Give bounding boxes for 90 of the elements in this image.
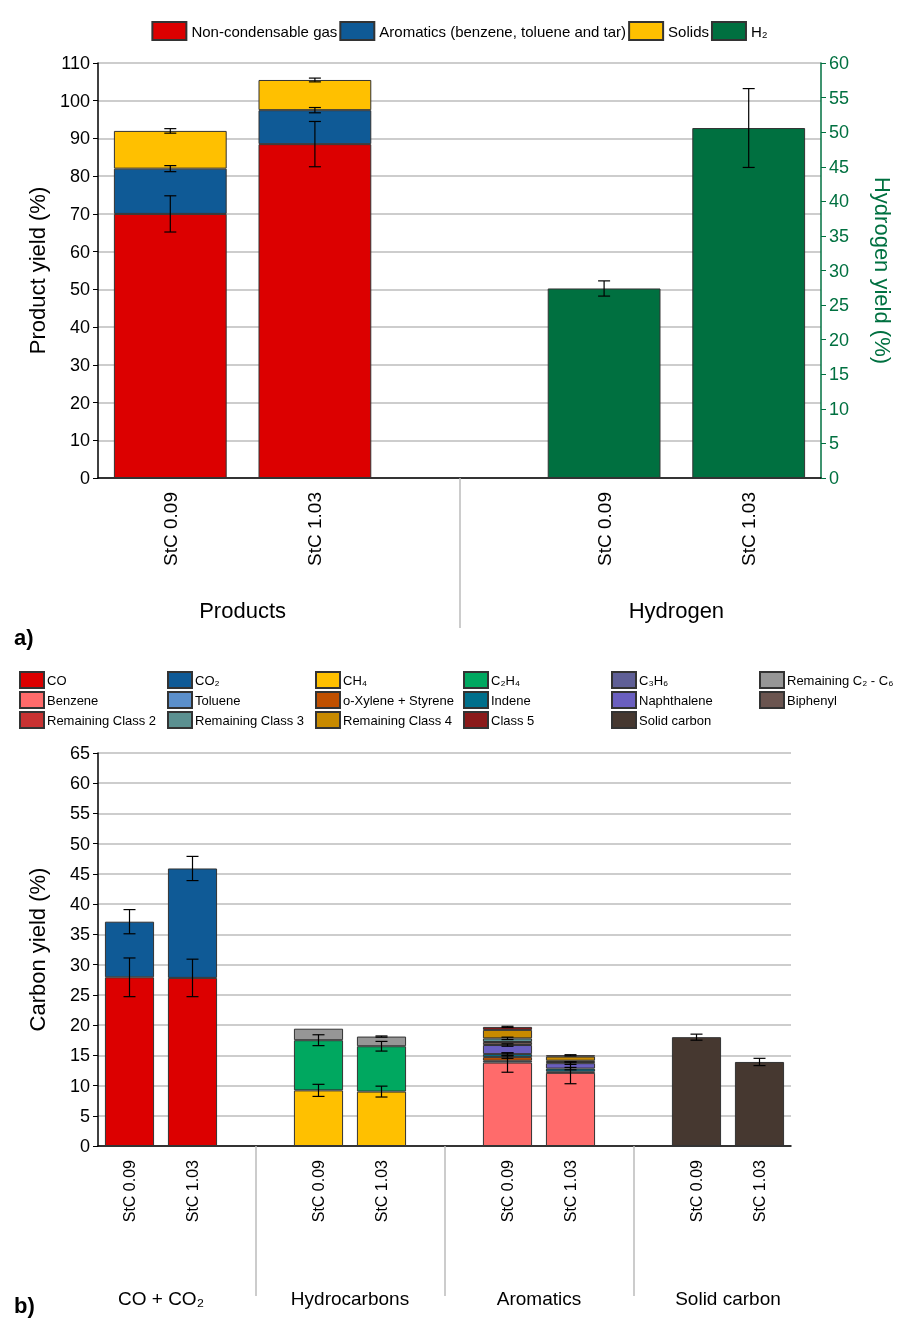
legend-label: Remaining Class 4 — [343, 712, 453, 728]
bar — [671, 1037, 722, 1146]
x-tick-label: StC 1.03 — [738, 492, 760, 566]
y2-tick-label: 35 — [829, 225, 850, 246]
y2-axis-title: Hydrogen yield (%) — [869, 176, 895, 365]
y-axis-title: Product yield (%) — [24, 186, 50, 355]
y-axis-title: Carbon yield (%) — [24, 867, 50, 1032]
y2-tick-label: 55 — [829, 87, 850, 108]
legend-label: Remaining Class 2 — [47, 712, 157, 728]
y-tick-label: 50 — [69, 833, 90, 854]
x-tick-label: StC 0.09 — [121, 1159, 138, 1223]
y2-tick-label: 10 — [829, 398, 850, 419]
text: Hydrocarbons — [290, 1287, 410, 1309]
legend-label: CH₄ — [343, 672, 368, 688]
y-tick-label: 90 — [69, 128, 90, 149]
legend-label: o-Xylene + Styrene — [343, 692, 454, 708]
y2-tick-label: 50 — [829, 122, 850, 143]
legend-label: H₂ — [750, 22, 768, 40]
y2-tick-label: 5 — [829, 433, 840, 454]
legend-label: Benzene — [47, 692, 99, 708]
text: CO + CO₂ — [117, 1287, 205, 1309]
y-tick-label: 40 — [69, 317, 90, 338]
y-tick-label: 80 — [69, 166, 90, 187]
y-tick-label: 60 — [69, 773, 90, 794]
legend-label: Non-condensable gas — [191, 22, 338, 40]
x-tick-label: StC 1.03 — [751, 1159, 768, 1223]
legend-label: Solids — [668, 22, 709, 40]
y-tick-label: 20 — [69, 392, 90, 413]
y-tick-label: 50 — [69, 279, 90, 300]
legend-label: Biphenyl — [787, 692, 837, 708]
legend-label: Toluene — [195, 692, 241, 708]
y-tick-label: 100 — [59, 90, 90, 111]
text: Products — [199, 597, 287, 623]
legend-label: C₃H₆ — [639, 672, 669, 688]
text: b) — [14, 1292, 35, 1318]
y-tick-label: 40 — [69, 894, 90, 915]
y2-tick-label: 25 — [829, 295, 850, 316]
y-tick-label: 65 — [69, 743, 90, 763]
bar — [482, 1062, 533, 1146]
text: Aromatics — [496, 1287, 582, 1309]
y2-tick-label: 40 — [829, 191, 850, 212]
y2-tick-label: 15 — [829, 364, 850, 385]
legend-label: Aromatics (benzene, toluene and tar) — [379, 22, 627, 40]
y-tick-label: 70 — [69, 203, 90, 224]
legend-label: CO — [47, 672, 67, 688]
bar — [545, 1072, 596, 1146]
x-tick-label: StC 1.03 — [562, 1159, 579, 1223]
x-tick-label: StC 0.09 — [159, 492, 181, 566]
y-tick-label: 5 — [79, 1105, 90, 1126]
y2-tick-label: 20 — [829, 329, 850, 350]
legend-label: Class 5 — [491, 712, 535, 728]
y2-tick-label: 60 — [829, 53, 850, 73]
y2-tick-label: 45 — [829, 156, 850, 177]
text: Hydrogen — [628, 597, 725, 623]
y-tick-label: 30 — [69, 954, 90, 975]
y-tick-label: 60 — [69, 241, 90, 262]
y-tick-label: 10 — [69, 430, 90, 451]
y-tick-label: 10 — [69, 1075, 90, 1096]
bar — [482, 1029, 533, 1039]
legend-label: Naphthalene — [639, 692, 713, 708]
y-tick-label: 35 — [69, 924, 90, 945]
x-tick-label: StC 0.09 — [593, 492, 615, 566]
x-tick-label: StC 0.09 — [310, 1159, 327, 1223]
y-tick-label: 0 — [79, 1136, 90, 1156]
x-tick-label: StC 0.09 — [688, 1159, 705, 1223]
y-tick-label: 45 — [69, 863, 90, 884]
legend-label: Solid carbon — [639, 712, 712, 728]
y-tick-label: 110 — [61, 53, 90, 73]
legend-label: C₂H₄ — [491, 672, 521, 688]
legend-label: Remaining C₂ - C₆ — [787, 672, 894, 688]
legend-label: CO₂ — [195, 672, 220, 688]
y-tick-label: 15 — [69, 1045, 90, 1066]
legend-label: Remaining Class 3 — [195, 712, 305, 728]
y-tick-label: 20 — [69, 1015, 90, 1036]
text: Solid carbon — [675, 1287, 781, 1309]
legend-label: Indene — [491, 692, 531, 708]
x-tick-label: StC 0.09 — [499, 1159, 516, 1223]
y-tick-label: 25 — [69, 984, 90, 1005]
x-tick-label: StC 1.03 — [373, 1159, 390, 1223]
y2-tick-label: 0 — [829, 468, 840, 488]
y-tick-label: 0 — [79, 468, 90, 488]
bar — [482, 1045, 533, 1055]
text: a) — [14, 624, 34, 650]
bar — [734, 1061, 785, 1146]
y-tick-label: 55 — [69, 803, 90, 824]
y-tick-label: 30 — [69, 354, 90, 375]
y2-tick-label: 30 — [829, 260, 850, 281]
x-tick-label: StC 1.03 — [184, 1159, 201, 1223]
bar — [545, 1056, 596, 1061]
x-tick-label: StC 1.03 — [304, 492, 326, 566]
